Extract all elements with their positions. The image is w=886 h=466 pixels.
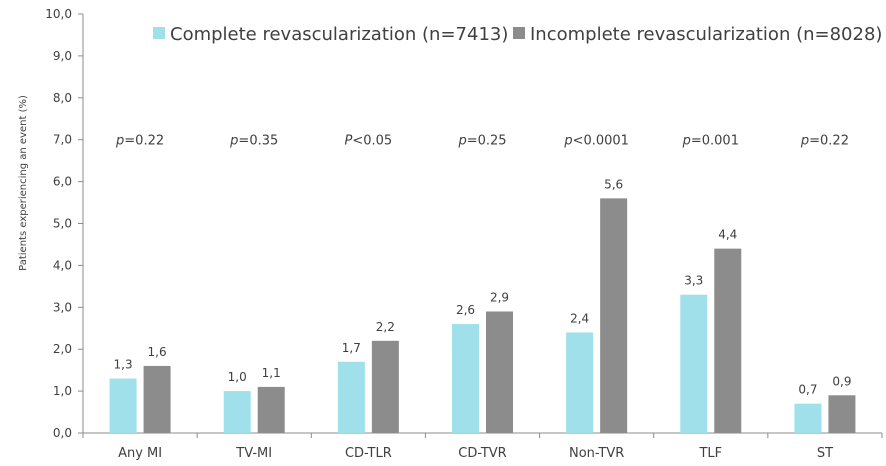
bar [680, 294, 708, 433]
bar [223, 391, 251, 433]
y-tick-label: 2,0 [53, 342, 72, 356]
x-tick-label: Non-TVR [569, 446, 624, 461]
bars: 1,3 1,6 1,0 1,1 1,7 2,2 2,6 2,9 2,4 5,6 3,3 4,4 0,7 0… [109, 177, 856, 433]
p-value-label: p=0.25 [457, 134, 506, 149]
data-label: 1,3 [114, 358, 133, 372]
y-tick-label: 3,0 [53, 300, 72, 314]
y-axis: 0,0 1,0 2,0 3,0 4,0 5,0 6,0 7,0 8,0 9,0 10,0 [45, 7, 84, 440]
y-tick-label: 8,0 [53, 91, 72, 105]
x-tick-label: TLF [698, 446, 722, 461]
bar [257, 386, 285, 433]
y-tick-label: 9,0 [53, 49, 72, 63]
y-tick-label: 0,0 [53, 426, 72, 440]
p-value-label: p=0.22 [800, 134, 849, 149]
data-label: 0,9 [832, 374, 851, 388]
bar [794, 403, 822, 433]
data-label: 1,1 [262, 366, 281, 380]
p-value-label: p=0.22 [115, 134, 164, 149]
data-label: 1,6 [148, 345, 167, 359]
bar [143, 365, 171, 433]
x-tick-label: CD-TLR [345, 446, 392, 461]
y-tick-label: 7,0 [53, 133, 72, 147]
legend-entry: Complete revascularization (n=7413) [170, 24, 508, 45]
bar [828, 395, 856, 433]
legend-swatch [513, 27, 525, 39]
bar [337, 361, 365, 433]
legend: Complete revascularization (n=7413) Incom… [153, 24, 882, 45]
x-tick-label: Any MI [118, 446, 162, 461]
data-label: 2,4 [570, 311, 589, 325]
legend-swatch [153, 27, 165, 39]
y-tick-label: 1,0 [53, 384, 72, 398]
x-tick-label: ST [817, 446, 833, 461]
bar [600, 198, 628, 433]
y-tick-label: 5,0 [53, 217, 72, 231]
data-label: 2,2 [376, 320, 395, 334]
data-label: 1,7 [342, 341, 361, 355]
y-tick-label: 4,0 [53, 258, 72, 272]
bar [566, 332, 594, 433]
data-label: 0,7 [798, 383, 817, 397]
p-value-label: p=0.35 [229, 134, 278, 149]
bar [486, 311, 513, 433]
y-tick-label: 10,0 [45, 7, 72, 21]
data-label: 3,3 [684, 274, 703, 288]
y-tick-label: 6,0 [53, 175, 72, 189]
x-tick-label: TV-MI [235, 446, 272, 461]
x-axis: Any MI TV-MI CD-TLR CD-TVR Non-TVR TLF ST [82, 432, 883, 461]
data-label: 2,9 [490, 290, 509, 304]
y-axis-label: Patients experiencing an event (%) [18, 95, 29, 271]
p-value-label: p<0.0001 [563, 134, 629, 149]
data-label: 5,6 [604, 177, 623, 191]
bar [371, 340, 399, 433]
bar [714, 248, 742, 433]
x-tick-label: CD-TVR [458, 446, 506, 461]
bar [109, 378, 137, 433]
data-label: 1,0 [228, 370, 247, 384]
bar [452, 324, 479, 433]
legend-entry: Incomplete revascularization (n=8028) [530, 24, 882, 45]
data-label: 2,6 [456, 303, 475, 317]
p-value-label: P<0.05 [345, 134, 393, 149]
p-value-label: p=0.001 [682, 134, 739, 149]
data-label: 4,4 [718, 228, 737, 242]
p-values: p=0.22 p=0.35 P<0.05 p=0.25 p<0.0001 p=0.001 p… [115, 134, 849, 149]
